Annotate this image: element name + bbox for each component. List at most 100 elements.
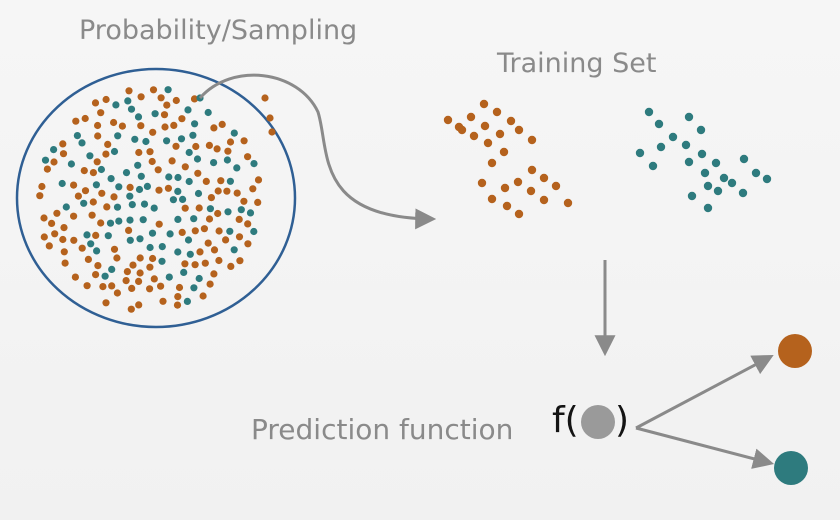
population-dot-teal — [169, 196, 177, 204]
population-dot-orange — [125, 87, 133, 95]
population-dot-orange — [97, 219, 105, 227]
training-dot-orange — [527, 135, 537, 145]
population-dot-orange — [191, 227, 199, 235]
population-dot-teal — [206, 205, 214, 213]
population-dot-teal — [93, 247, 101, 255]
population-dot-teal — [139, 216, 147, 224]
population-dot-teal — [101, 272, 109, 280]
training-set-orange-cluster — [443, 99, 573, 219]
population-dot-orange — [207, 194, 215, 202]
population-dot-teal — [158, 243, 166, 251]
training-dot-orange — [539, 173, 549, 183]
population-dot-teal — [73, 132, 81, 140]
population-dot-orange — [249, 185, 257, 193]
population-dot-orange — [202, 177, 210, 185]
population-dot-teal — [106, 219, 115, 227]
population-dot-orange — [72, 117, 80, 125]
population-dot-orange — [200, 225, 208, 233]
population-dot-orange — [94, 121, 102, 130]
population-dot-orange — [149, 254, 157, 263]
population-dot-orange — [210, 270, 218, 278]
training-dot-orange — [480, 121, 490, 131]
population-dot-teal — [108, 265, 116, 273]
population-dot-orange — [81, 187, 90, 195]
population-dot-orange — [80, 167, 88, 175]
population-dot-orange — [137, 122, 145, 130]
training-dot-teal — [713, 186, 723, 196]
training-dot-orange — [487, 194, 497, 204]
population-dot-orange — [99, 283, 107, 291]
population-dot-orange — [122, 277, 130, 285]
population-dot-teal — [180, 268, 188, 276]
population-dot-orange — [84, 255, 92, 263]
population-dot-orange — [135, 148, 143, 157]
population-dot-orange — [236, 257, 244, 265]
population-dot-orange — [235, 233, 244, 241]
population-dot-teal — [233, 164, 241, 172]
population-dot-orange — [70, 212, 78, 220]
population-dot-teal — [86, 152, 94, 160]
population-dot-orange — [94, 262, 102, 270]
training-dot-teal — [681, 140, 691, 150]
population-dot-orange — [226, 138, 235, 146]
population-dot-teal — [135, 185, 144, 194]
population-dot-orange — [240, 137, 248, 145]
population-dot-teal — [190, 215, 198, 223]
population-dot-teal — [185, 177, 193, 186]
formula-open: f( — [552, 400, 579, 441]
population-dot-orange — [168, 157, 176, 165]
population-dot-orange — [102, 150, 110, 158]
population-dot-teal — [210, 159, 218, 167]
training-dot-orange — [514, 125, 524, 135]
training-dot-teal — [635, 148, 645, 158]
population-dot-orange — [181, 204, 189, 212]
population-dot-teal — [193, 155, 202, 163]
population-dot-orange — [88, 211, 96, 219]
population-dot-orange — [89, 169, 97, 177]
training-dot-orange — [479, 99, 489, 109]
prediction-function-label: Prediction function — [251, 413, 514, 446]
population-dot-teal — [115, 183, 123, 191]
population-dot-orange — [160, 111, 169, 119]
population-dot-teal — [97, 165, 105, 174]
population-dot-teal — [126, 236, 134, 244]
population-dot-orange — [135, 277, 143, 285]
population-dot-orange — [146, 285, 154, 293]
training-dot-teal — [687, 191, 697, 201]
population-dot-teal — [137, 172, 145, 180]
population-dot-teal — [142, 137, 150, 146]
population-dot-teal — [92, 181, 100, 189]
population-dot-orange — [261, 94, 269, 102]
population-dot-orange — [61, 259, 69, 267]
population-dot-orange — [244, 240, 252, 248]
training-dot-teal — [700, 168, 710, 178]
population-dot-orange — [93, 158, 101, 166]
population-dot-orange — [173, 301, 182, 309]
population-dot-orange — [110, 245, 119, 253]
population-dot-teal — [80, 199, 88, 207]
population-dot-teal — [184, 106, 192, 114]
training-dot-teal — [751, 168, 761, 178]
population-dot-teal — [174, 248, 182, 256]
population-dot-orange — [136, 269, 144, 277]
population-dot-orange — [205, 141, 213, 149]
population-dot-orange — [146, 263, 154, 271]
population-dot-orange — [227, 262, 235, 270]
population-dot-orange — [50, 158, 58, 166]
training-dot-orange — [526, 186, 536, 196]
population-dot-teal — [87, 240, 95, 248]
population-dot-orange — [161, 123, 169, 131]
population-dot-teal — [190, 284, 198, 292]
population-dot-teal — [183, 297, 191, 305]
population-dot-orange — [89, 198, 97, 206]
population-dot-orange — [92, 231, 100, 239]
population-dot-orange — [126, 183, 134, 191]
population-dot-orange — [157, 94, 165, 102]
population-dot-orange — [240, 197, 248, 205]
prediction-arrow-orange — [635, 355, 774, 430]
training-set-title: Training Set — [497, 48, 657, 79]
training-dot-teal — [711, 158, 721, 168]
population-dot-orange — [214, 187, 222, 195]
population-dot-teal — [146, 243, 154, 252]
population-dot-orange — [191, 261, 199, 269]
